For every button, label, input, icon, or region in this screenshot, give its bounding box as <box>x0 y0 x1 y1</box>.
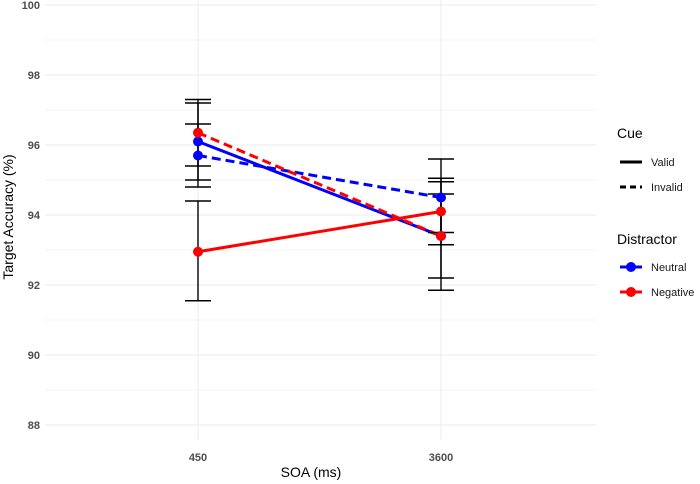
data-point <box>436 206 446 217</box>
data-point <box>193 246 203 257</box>
x-axis-title: SOA (ms) <box>281 464 342 480</box>
x-tick-labels: 450 3600 <box>189 452 453 464</box>
data-point <box>193 127 203 138</box>
legend: Cue Valid Invalid Distractor Neutral Negative <box>617 125 694 299</box>
data-point <box>436 231 446 241</box>
legend-label-invalid: Invalid <box>651 182 683 194</box>
legend-key-point-neutral <box>626 262 636 272</box>
data-point <box>436 192 446 203</box>
series-line <box>197 140 442 238</box>
data-points <box>193 127 446 257</box>
y-tick-label: 100 <box>22 0 40 12</box>
series-lines <box>197 131 442 254</box>
legend-title-cue: Cue <box>617 125 643 141</box>
series-line <box>197 210 442 254</box>
series-line <box>197 131 442 238</box>
data-point <box>193 150 203 161</box>
legend-label-valid: Valid <box>651 157 675 169</box>
y-tick-label: 92 <box>28 280 40 292</box>
legend-key-point-negative <box>626 287 636 297</box>
legend-title-distractor: Distractor <box>617 231 677 247</box>
y-tick-label: 94 <box>28 210 41 222</box>
error-bars <box>185 98 454 302</box>
y-tick-label: 96 <box>28 140 40 152</box>
data-point <box>193 136 203 147</box>
series-line <box>197 154 442 199</box>
y-tick-labels: 88 90 92 94 96 98 100 <box>22 0 41 432</box>
legend-label-neutral: Neutral <box>651 262 686 274</box>
y-tick-label: 98 <box>28 70 40 82</box>
y-tick-label: 90 <box>28 350 40 362</box>
y-tick-label: 88 <box>28 420 40 432</box>
x-tick-label: 3600 <box>429 452 453 464</box>
legend-label-negative: Negative <box>651 287 694 299</box>
grid <box>45 0 596 440</box>
y-axis-title: Target Accuracy (%) <box>0 154 16 279</box>
x-tick-label: 450 <box>189 452 207 464</box>
